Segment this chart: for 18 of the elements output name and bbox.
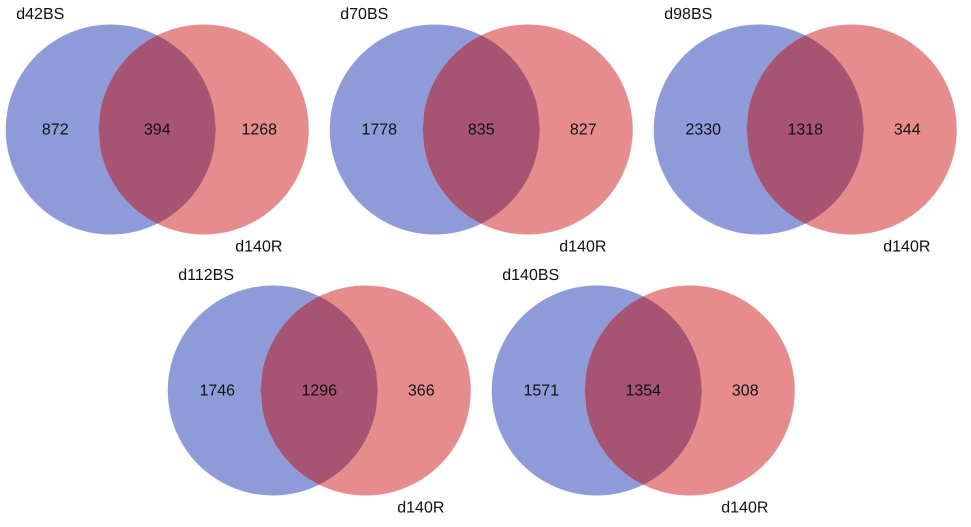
data-label: 1746 (199, 382, 236, 400)
data-label: 1296 (301, 382, 338, 400)
data-label: 1354 (625, 382, 662, 400)
venn-diagram: 1571 1354 308 d140BS d140R (492, 267, 795, 516)
data-label: 835 (468, 122, 495, 138)
venn-diagram: 872 394 1268 d42BS d140R (6, 6, 309, 256)
venn-diagram: 1746 1296 366 d112BS d140R (168, 267, 471, 516)
data-label: 344 (894, 122, 921, 138)
data-label: 394 (144, 122, 171, 138)
data-label: 1318 (787, 122, 824, 138)
data-label: 1268 (241, 122, 278, 138)
data-label: 2330 (685, 122, 722, 138)
data-label: 872 (42, 122, 69, 138)
data-label: 1571 (523, 382, 560, 400)
data-label: 366 (408, 382, 435, 400)
data-label: 308 (732, 382, 759, 400)
data-label: 827 (570, 122, 597, 138)
data-label: 1778 (361, 122, 398, 138)
